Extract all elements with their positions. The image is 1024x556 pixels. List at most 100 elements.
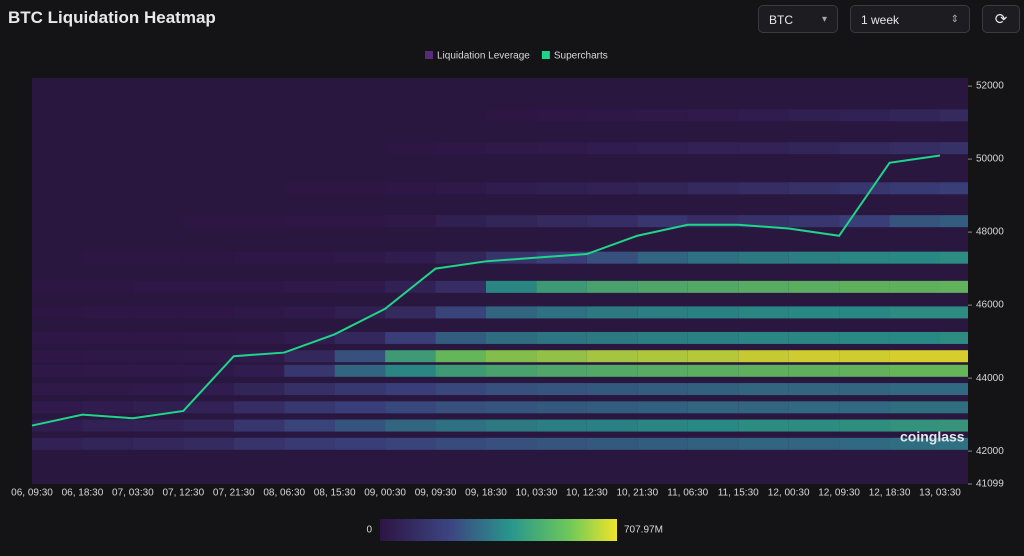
heat-cell (586, 182, 638, 195)
heat-cell (839, 280, 890, 293)
heat-cell (233, 383, 285, 396)
heat-cell (32, 364, 83, 377)
heat-cell (334, 306, 386, 319)
heat-cell (889, 383, 940, 396)
heat-cell (788, 251, 840, 264)
heat-cell (334, 401, 386, 414)
heat-cell (586, 383, 638, 396)
heat-cell (738, 182, 789, 195)
range-select[interactable]: 1 week ⇕ (850, 5, 970, 33)
heat-cell (940, 109, 968, 122)
heat-cell (32, 331, 83, 344)
heat-cell (637, 401, 688, 414)
heat-cell (536, 331, 587, 344)
heat-cell (940, 215, 968, 228)
heat-cell (839, 251, 890, 264)
heat-cell (132, 251, 184, 264)
heat-cell (586, 350, 638, 363)
symbol-select[interactable]: BTC ▾ (758, 5, 838, 33)
heat-cell (586, 251, 638, 264)
heat-cell (536, 215, 587, 228)
heat-cell (889, 364, 940, 377)
heat-cell (940, 419, 968, 432)
heat-cell (637, 437, 688, 450)
colorbar-label: 0 (366, 525, 372, 536)
heat-cell (334, 350, 386, 363)
heat-cell (586, 280, 638, 293)
heat-cell (284, 280, 335, 293)
legend-label: Liquidation Leverage (437, 51, 530, 62)
x-tick-label: 08, 06:30 (263, 488, 305, 499)
heat-cell (486, 331, 537, 344)
heat-cell (284, 350, 335, 363)
heat-cell (738, 306, 789, 319)
y-tick-label: 46000 (976, 300, 1004, 311)
price-line (31, 154, 941, 427)
x-tick-label: 09, 00:30 (364, 488, 406, 499)
x-tick-label: 10, 03:30 (516, 488, 558, 499)
heat-cell (486, 383, 537, 396)
heat-cell (435, 306, 486, 319)
heat-cell (233, 364, 285, 377)
heat-cell (940, 437, 968, 450)
heat-cell (486, 215, 537, 228)
heat-cell (435, 383, 486, 396)
heat-cell (132, 350, 184, 363)
legend-swatch (541, 51, 550, 59)
heat-cell (183, 215, 234, 228)
heat-cell (435, 251, 486, 264)
heat-cell (637, 364, 688, 377)
heat-cell (233, 251, 285, 264)
heat-cell (82, 364, 133, 377)
x-tick-label: 12, 18:30 (869, 488, 911, 499)
heat-cell (284, 182, 335, 195)
symbol-value: BTC (769, 13, 793, 27)
heat-cell (687, 142, 739, 155)
heat-cell (687, 383, 739, 396)
heat-cell (183, 383, 234, 396)
heat-cell (32, 419, 83, 432)
heat-cell (940, 331, 968, 344)
heat-cell (183, 419, 234, 432)
heat-cell (839, 331, 890, 344)
x-tick-label: 06, 09:30 (11, 488, 53, 499)
heat-cell (637, 215, 688, 228)
heat-cell (385, 182, 436, 195)
heat-cell (788, 437, 840, 450)
heat-cell (940, 401, 968, 414)
heat-cell (385, 251, 436, 264)
heat-cell (940, 142, 968, 155)
range-value: 1 week (861, 13, 900, 27)
heat-cell (536, 383, 587, 396)
heat-cell (940, 251, 968, 264)
refresh-button[interactable]: ⟳ (982, 5, 1020, 33)
heat-cell (385, 306, 436, 319)
heat-cell (435, 419, 486, 432)
x-tick-label: 07, 21:30 (213, 488, 255, 499)
heat-cell (738, 364, 789, 377)
heat-cell (435, 142, 486, 155)
heat-cell (385, 280, 436, 293)
heat-cell (486, 364, 537, 377)
watermark: coinglass (900, 429, 965, 445)
heat-cell (183, 331, 234, 344)
heat-cell (839, 215, 890, 228)
heat-cell (435, 350, 486, 363)
heat-cell (385, 350, 436, 363)
x-tick-label: 10, 21:30 (616, 488, 658, 499)
heat-cell (586, 306, 638, 319)
heat-cell (637, 331, 688, 344)
heat-cell (536, 306, 587, 319)
heat-cell (788, 419, 840, 432)
heat-cell (32, 401, 83, 414)
heat-cell (132, 331, 184, 344)
heat-cell (788, 142, 840, 155)
heat-cell (839, 364, 890, 377)
heat-cell (788, 215, 840, 228)
heat-cell (637, 350, 688, 363)
heat-cell (687, 182, 739, 195)
heat-cell (385, 419, 436, 432)
heat-cell (284, 215, 335, 228)
heat-cell (32, 383, 83, 396)
heat-cell (132, 401, 184, 414)
